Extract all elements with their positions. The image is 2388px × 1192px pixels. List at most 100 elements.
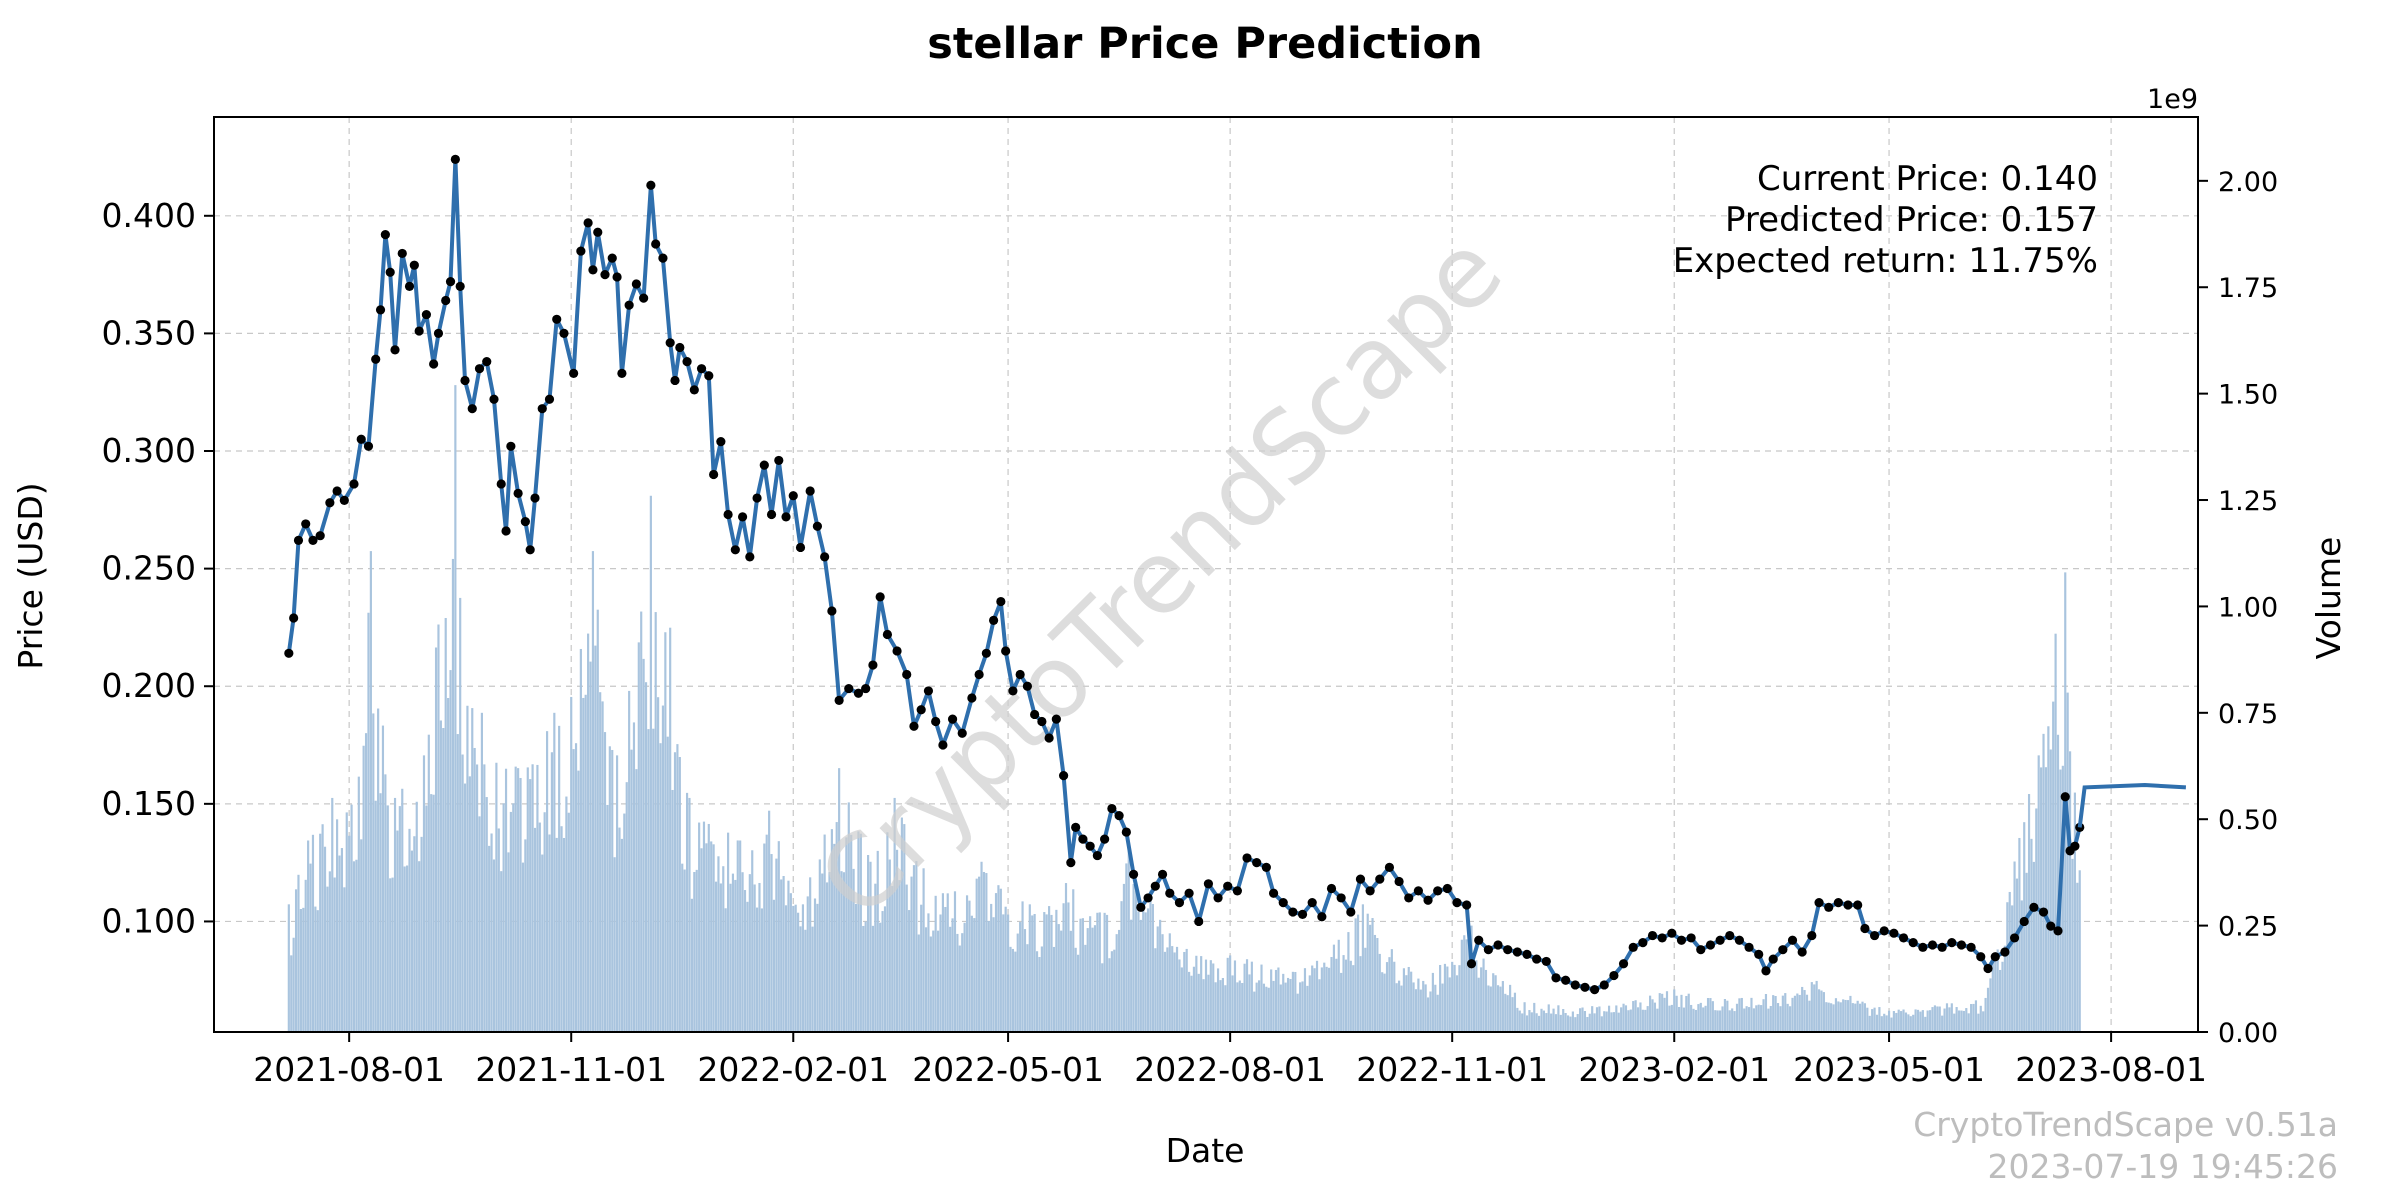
price-point bbox=[593, 227, 603, 237]
volume-bar bbox=[1991, 962, 1994, 1032]
volume-bar bbox=[333, 877, 336, 1032]
price-point bbox=[947, 714, 958, 724]
price-point bbox=[834, 695, 844, 705]
volume-bar bbox=[792, 905, 795, 1032]
volume-bar bbox=[2078, 870, 2081, 1032]
volume-bar bbox=[1477, 977, 1480, 1032]
volume-bar bbox=[1984, 997, 1987, 1032]
price-point bbox=[1966, 942, 1976, 952]
price-point bbox=[1015, 669, 1025, 680]
volume-bar bbox=[1361, 904, 1364, 1032]
volume-bar bbox=[1595, 1007, 1599, 1032]
volume-bar bbox=[1673, 989, 1676, 1032]
volume-bar bbox=[1880, 1016, 1883, 1032]
volume-bar bbox=[1516, 1007, 1519, 1032]
volume-bar bbox=[299, 909, 302, 1032]
volume-bar bbox=[1834, 998, 1838, 1032]
price-point bbox=[441, 295, 451, 306]
volume-bar bbox=[374, 800, 377, 1032]
volume-bar bbox=[941, 893, 945, 1032]
volume-bar bbox=[362, 745, 365, 1032]
volume-bar bbox=[2056, 734, 2060, 1032]
volume-bar bbox=[1743, 1008, 1746, 1032]
volume-bar bbox=[690, 898, 693, 1032]
volume-bar bbox=[949, 926, 952, 1032]
volume-bar bbox=[1064, 883, 1068, 1032]
volume-bar bbox=[1045, 914, 1048, 1032]
price-point bbox=[588, 265, 598, 275]
volume-bar bbox=[1998, 969, 2002, 1032]
volume-bar bbox=[724, 908, 727, 1032]
volume-bar bbox=[1731, 1008, 1734, 1032]
volume-bar bbox=[970, 915, 973, 1032]
volume-bar bbox=[1670, 1004, 1673, 1032]
price-point bbox=[1761, 966, 1771, 976]
volume-bar bbox=[432, 794, 435, 1032]
volume-bar bbox=[893, 797, 896, 1032]
price-point bbox=[1297, 909, 1308, 919]
price-point bbox=[1853, 900, 1863, 910]
price-point bbox=[1317, 912, 1327, 922]
price-point bbox=[844, 683, 854, 694]
volume-bar bbox=[883, 906, 887, 1032]
volume-bar bbox=[2066, 692, 2069, 1032]
price-point bbox=[795, 542, 806, 553]
volume-bar bbox=[1897, 1009, 1900, 1032]
volume-bar bbox=[1086, 928, 1089, 1032]
volume-bar bbox=[632, 722, 636, 1032]
volume-bar bbox=[483, 764, 486, 1032]
volume-bar bbox=[1682, 1007, 1685, 1032]
volume-bar bbox=[743, 890, 747, 1032]
volume-bar bbox=[1535, 1013, 1538, 1032]
volume-bar bbox=[664, 632, 667, 1032]
volume-bar bbox=[1149, 890, 1152, 1032]
volume-bar bbox=[1627, 1010, 1630, 1032]
volume-bar bbox=[449, 670, 452, 1032]
volume-bar bbox=[1262, 983, 1266, 1032]
volume-bar bbox=[997, 885, 1000, 1032]
volume-bar bbox=[613, 857, 616, 1032]
volume-bar bbox=[1709, 998, 1712, 1032]
volume-bar bbox=[640, 611, 643, 1032]
volume-bar bbox=[1760, 1005, 1763, 1032]
price-point bbox=[414, 326, 424, 336]
price-point bbox=[1618, 959, 1629, 969]
y2-tick-label: 2.00 bbox=[2218, 167, 2278, 198]
volume-bar bbox=[813, 898, 817, 1032]
volume-bar bbox=[422, 755, 426, 1032]
volume-bar bbox=[852, 868, 855, 1032]
volume-bar bbox=[2052, 701, 2055, 1032]
volume-bar bbox=[1591, 1006, 1594, 1032]
volume-bar bbox=[1566, 1015, 1570, 1032]
volume-bar bbox=[1752, 1008, 1755, 1032]
volume-bar bbox=[1656, 1008, 1659, 1032]
volume-bar bbox=[741, 872, 744, 1032]
volume-bar bbox=[1781, 995, 1784, 1032]
volume-bar bbox=[357, 776, 360, 1032]
volume-bar bbox=[1904, 1012, 1908, 1032]
price-point bbox=[1676, 935, 1687, 945]
price-point bbox=[1346, 907, 1356, 917]
volume-bar bbox=[1941, 1015, 1944, 1032]
price-point bbox=[1307, 898, 1317, 908]
prediction-line bbox=[2077, 782, 2187, 828]
volume-bar bbox=[1313, 968, 1316, 1032]
volume-bar bbox=[1605, 1011, 1608, 1032]
x-axis-label: Date bbox=[1166, 1131, 1245, 1170]
volume-bar bbox=[1846, 1000, 1850, 1032]
volume-bar bbox=[1465, 939, 1468, 1032]
price-point bbox=[2038, 907, 2049, 917]
volume-bar bbox=[314, 906, 317, 1032]
volume-bar bbox=[1639, 1002, 1642, 1032]
volume-bar bbox=[1849, 995, 1852, 1032]
volume-bar bbox=[787, 880, 790, 1032]
volume-bar bbox=[386, 805, 389, 1032]
price-point bbox=[766, 509, 777, 520]
price-point bbox=[1121, 827, 1131, 837]
volume-bar bbox=[620, 838, 623, 1032]
volume-bar bbox=[302, 907, 305, 1032]
volume-bar bbox=[1434, 984, 1437, 1032]
volume-bar bbox=[1757, 1004, 1760, 1032]
volume-bar bbox=[1996, 949, 1999, 1032]
volume-bar bbox=[879, 922, 882, 1032]
